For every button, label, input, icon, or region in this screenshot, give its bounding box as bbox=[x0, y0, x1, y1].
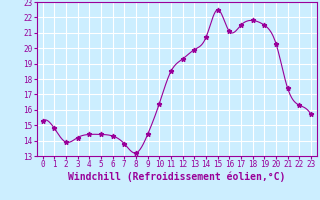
X-axis label: Windchill (Refroidissement éolien,°C): Windchill (Refroidissement éolien,°C) bbox=[68, 172, 285, 182]
